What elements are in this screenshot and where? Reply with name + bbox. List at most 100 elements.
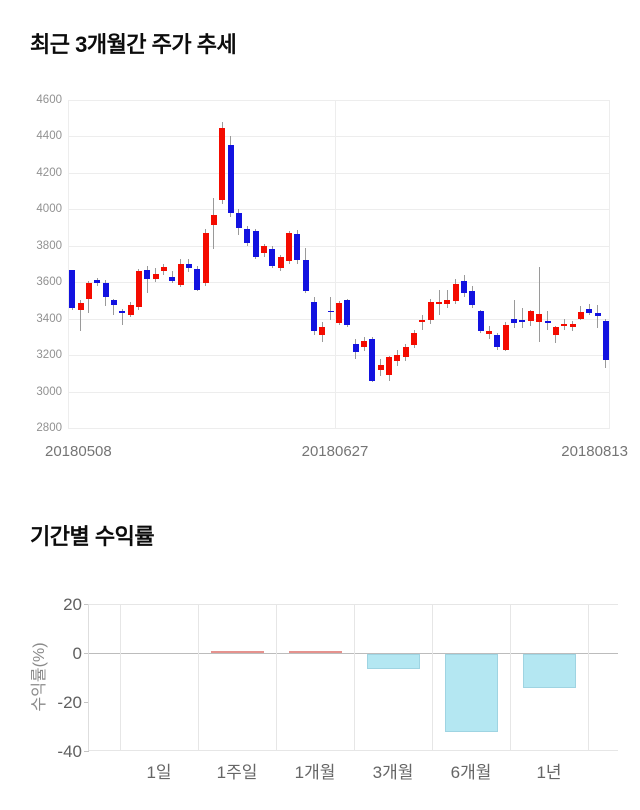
candle-up [411,333,417,345]
y-tick-4400: 4400 [36,130,62,143]
candle-wick [146,265,148,294]
candle-down [494,335,501,347]
candle-down [110,300,117,305]
candle-up [386,356,392,376]
candle-up [127,305,134,315]
candle-up [402,346,409,357]
gridline-3200 [68,355,610,357]
candle-down [227,144,234,213]
v-gridline-1 [335,100,336,428]
candle-up [286,233,292,262]
candle-down [269,249,276,266]
candle-up [361,340,367,347]
category-label-6개월: 6개월 [450,763,492,782]
candle-wick [438,289,440,315]
category-separator-1 [198,604,199,751]
candle-wick [330,296,332,321]
gridline-bottom [88,750,618,751]
candle-up [394,355,401,362]
candle-up [502,325,509,350]
x-tick-start-date: 20180508 [45,443,112,460]
y-tickmark--40 [84,751,89,752]
gridline-4200 [68,172,610,174]
candle-up [452,284,459,302]
candle-up [261,245,267,254]
candle-down [294,233,301,261]
candle-down [602,320,609,360]
gridline-4000 [68,209,610,211]
gridline-3800 [68,245,610,247]
candle-down [185,264,192,268]
y-tick-3600: 3600 [36,276,62,289]
y-tick-3000: 3000 [36,385,62,398]
candle-wick [538,266,540,343]
candle-up [152,274,159,279]
candle-up [85,283,92,299]
category-label-3개월: 3개월 [372,763,414,782]
y-tickmark--20 [84,702,89,703]
candle-up [552,326,559,336]
candle-up [577,312,584,319]
candle-down [511,318,518,324]
y-axis-line [88,604,89,751]
candle-wick [547,311,548,330]
candle-down [235,213,242,228]
y-tick-3400: 3400 [36,312,62,325]
y-tick-4200: 4200 [36,166,62,179]
gridline-4400 [68,136,610,138]
y-tick-3200: 3200 [36,349,62,362]
candle-down [302,260,309,292]
x-tick-mid-date: 20180627 [301,443,369,460]
candle-wick [513,300,515,328]
category-separator-2 [276,604,277,751]
category-label-1주일: 1주일 [216,763,258,782]
gridline-top [88,604,618,605]
candle-up [527,311,534,322]
category-separator-4 [432,604,433,751]
candle-up [160,266,167,272]
candle-down [311,302,317,332]
candle-down [169,276,176,282]
gridline-2800 [68,428,610,429]
candle-down [469,291,476,305]
candle-up [177,264,184,285]
v-gridline-0 [68,100,69,428]
candle-up [77,303,84,310]
candle-up [336,303,342,324]
y-tick-3800: 3800 [36,239,62,252]
category-label-1개월: 1개월 [294,763,336,782]
candle-wick [113,298,115,315]
candle-down [327,310,334,313]
candle-down [69,270,76,308]
candle-up [427,302,434,321]
candle-down [119,310,126,314]
y-tick-2800: 2800 [36,422,62,434]
category-separator-6 [588,604,589,751]
candle-down [519,319,526,323]
y-tick-20: 20 [63,595,82,614]
candle-up [210,214,217,225]
returns-plot-area [88,604,618,751]
candle-wick [421,315,423,330]
candle-down [194,268,201,290]
return-bar-3개월 [366,654,420,669]
y-tickmark-0 [84,653,89,654]
candle-down [102,283,109,297]
candle-down [594,313,601,317]
candle-up [436,302,443,304]
return-bar-1개월 [288,651,342,653]
y-tick-4600: 4600 [36,94,62,106]
candle-down [352,344,359,353]
y-tick-0: 0 [72,644,82,663]
y-tick--40: -40 [57,742,82,761]
candle-down [344,300,351,325]
candle-wick [521,307,523,328]
returns-bar-chart: 수익률(%) 20 0 -20 -40 1일 1주일 1개월 3개월 6개월 1년 [0,560,640,810]
x-tick-end-date: 20180813 [561,443,628,460]
candle-down [461,281,468,294]
candle-wick [121,308,123,325]
candle-wick [446,289,448,308]
y-tick--20: -20 [57,693,82,712]
y-tick-4000: 4000 [36,203,62,216]
candle-down [244,228,251,244]
